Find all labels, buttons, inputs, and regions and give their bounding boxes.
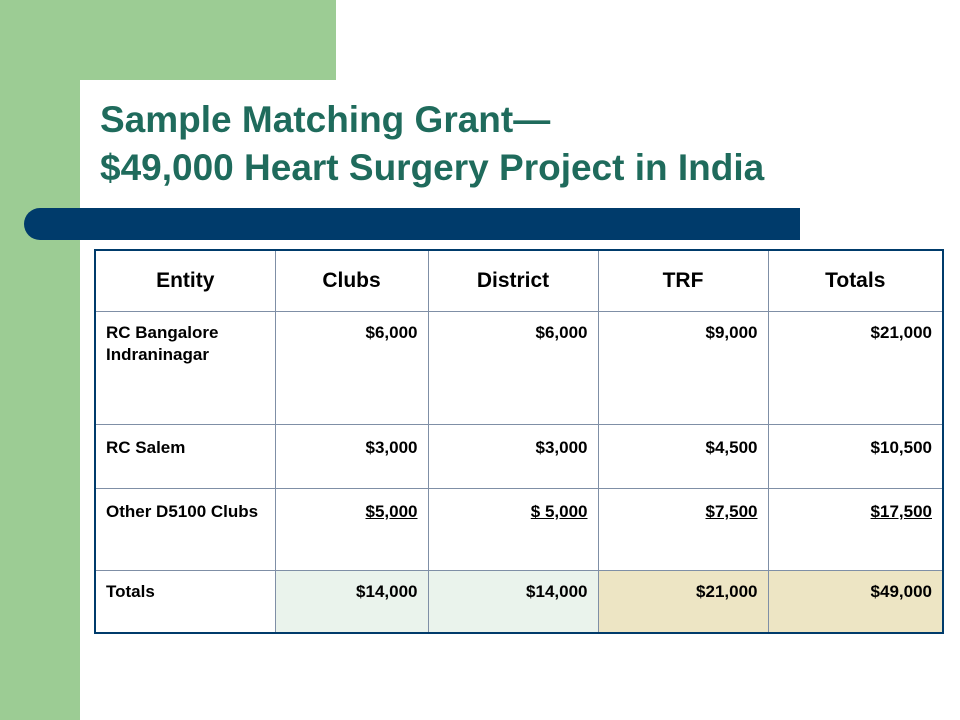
trf-cell: $7,500 <box>597 488 769 571</box>
trf-total-cell: $21,000 <box>597 570 769 634</box>
district-value: $ 5,000 <box>530 502 588 521</box>
totals-cell: $21,000 <box>767 311 944 425</box>
table-totals-row: Totals $14,000 $14,000 $21,000 $49,000 <box>94 570 944 634</box>
totals-cell: $10,500 <box>767 424 944 489</box>
district-cell: $ 5,000 <box>427 488 599 571</box>
clubs-value: $5,000 <box>365 502 418 521</box>
clubs-cell: $5,000 <box>274 488 429 571</box>
sidebar-accent <box>0 0 80 720</box>
table-header-row: Entity Clubs District TRF Totals <box>94 249 944 312</box>
district-cell: $3,000 <box>427 424 599 489</box>
table-row: RC Salem $3,000 $3,000 $4,500 $10,500 <box>94 424 944 489</box>
totals-cell: $17,500 <box>767 488 944 571</box>
trf-cell: $4,500 <box>597 424 769 489</box>
grand-total-cell: $49,000 <box>767 570 944 634</box>
district-cell: $6,000 <box>427 311 599 425</box>
header-entity: Entity <box>94 249 276 312</box>
clubs-total-cell: $14,000 <box>274 570 429 634</box>
entity-cell: RC Salem <box>94 424 276 489</box>
header-trf: TRF <box>597 249 769 312</box>
title-line-2: $49,000 Heart Surgery Project in India <box>100 147 765 188</box>
clubs-cell: $6,000 <box>274 311 429 425</box>
entity-cell: RC Bangalore Indraninagar <box>94 311 276 425</box>
header-clubs: Clubs <box>274 249 429 312</box>
entity-cell: Other D5100 Clubs <box>94 488 276 571</box>
entity-cell: Totals <box>94 570 276 634</box>
trf-cell: $9,000 <box>597 311 769 425</box>
table-row: Other D5100 Clubs $5,000 $ 5,000 $7,500 … <box>94 488 944 571</box>
title-line-1: Sample Matching Grant— <box>100 99 551 140</box>
grant-table: Entity Clubs District TRF Totals RC Bang… <box>94 249 944 634</box>
district-total-cell: $14,000 <box>427 570 599 634</box>
slide-title: Sample Matching Grant— $49,000 Heart Sur… <box>100 96 900 192</box>
table-row: RC Bangalore Indraninagar $6,000 $6,000 … <box>94 311 944 425</box>
clubs-cell: $3,000 <box>274 424 429 489</box>
title-underline-bar <box>24 208 800 240</box>
trf-value: $7,500 <box>705 502 758 521</box>
totals-value: $17,500 <box>870 502 932 521</box>
header-district: District <box>427 249 599 312</box>
header-accent <box>0 0 336 80</box>
header-totals: Totals <box>767 249 944 312</box>
